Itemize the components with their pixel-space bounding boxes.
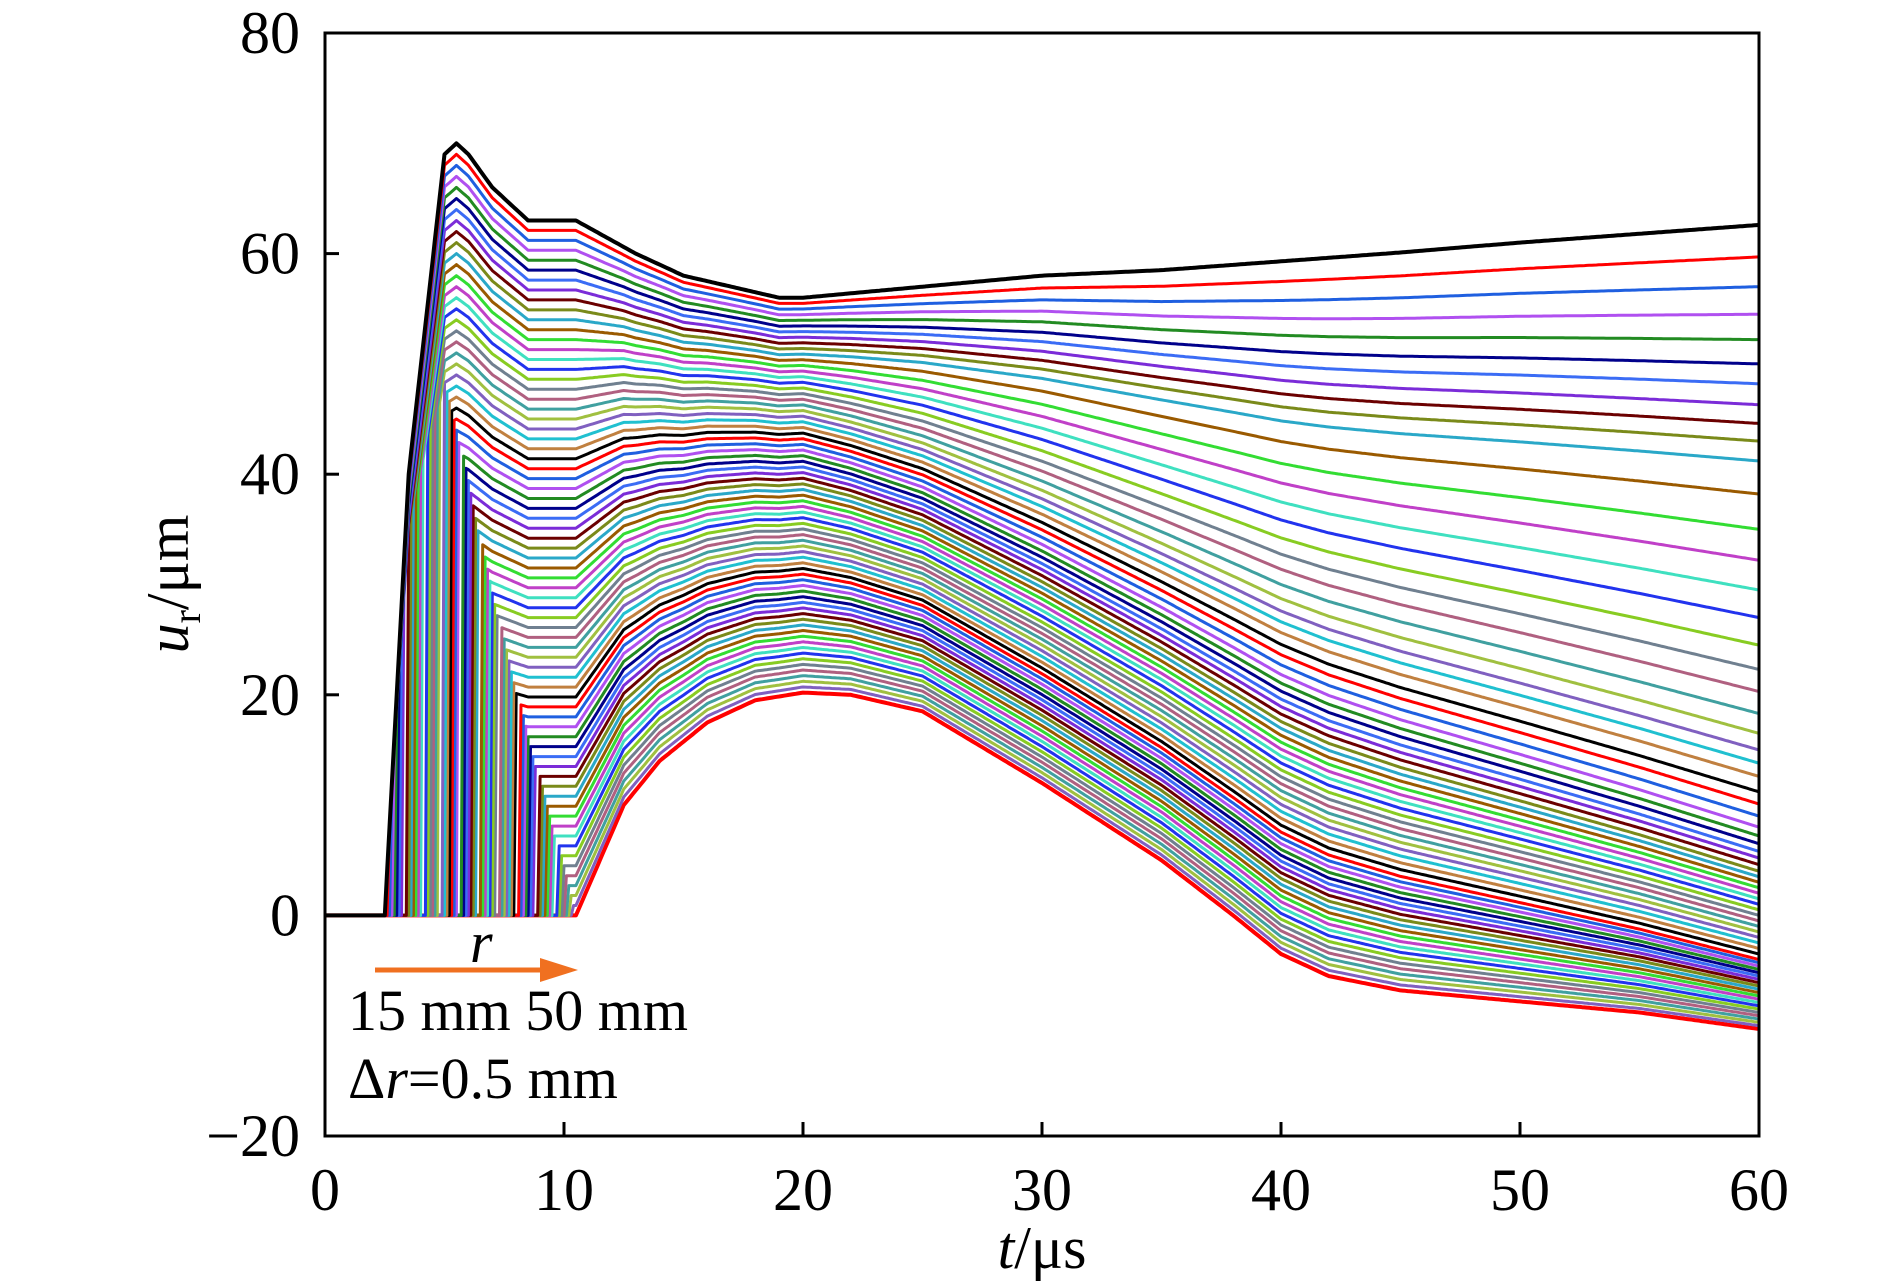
series-line-39 <box>325 510 1760 917</box>
series-line-33 <box>325 476 1760 917</box>
series-line-40 <box>325 516 1760 917</box>
series-line-27 <box>325 428 1760 917</box>
series-line-62 <box>325 640 1760 1001</box>
series-line-26 <box>325 417 1760 917</box>
series-line-65 <box>325 657 1760 1011</box>
series-line-3 <box>325 163 1760 917</box>
x-tick-label: 30 <box>1012 1157 1072 1223</box>
radius-range-label: 15 mm 50 mm <box>348 978 688 1043</box>
series-line-9 <box>325 230 1760 917</box>
y-tick-label: 60 <box>240 221 300 287</box>
series-line-15 <box>325 296 1760 917</box>
series-line-45 <box>325 544 1760 934</box>
plot-curves <box>325 141 1760 1031</box>
series-line-46 <box>325 550 1760 939</box>
series-line-48 <box>325 561 1760 950</box>
y-tick-label: 0 <box>270 882 300 948</box>
series-line-63 <box>325 646 1760 1004</box>
series-line-24 <box>325 395 1760 917</box>
series-line-51 <box>325 578 1760 965</box>
series-line-56 <box>325 606 1760 981</box>
series-line-11 <box>325 252 1760 917</box>
series-line-22 <box>325 373 1760 917</box>
series-line-55 <box>325 600 1760 978</box>
x-tick-label: 10 <box>534 1157 594 1223</box>
series-line-30 <box>325 459 1760 917</box>
series-line-23 <box>325 384 1760 917</box>
series-line-47 <box>325 555 1760 945</box>
series-line-21 <box>325 362 1760 917</box>
series-line-67 <box>325 668 1760 1018</box>
series-line-35 <box>325 488 1760 917</box>
series-line-31 <box>325 465 1760 917</box>
series-line-37 <box>325 499 1760 917</box>
series-line-38 <box>325 504 1760 917</box>
series-line-60 <box>325 629 1760 995</box>
y-tick-label: −20 <box>206 1103 300 1169</box>
series-line-36 <box>325 493 1760 917</box>
series-line-66 <box>325 662 1760 1014</box>
radius-step-label: Δr=0.5 mm <box>348 1046 618 1111</box>
x-tick-label: 0 <box>310 1157 340 1223</box>
series-line-18 <box>325 329 1760 917</box>
series-line-12 <box>325 263 1760 917</box>
series-line-4 <box>325 174 1759 917</box>
series-line-14 <box>325 285 1760 917</box>
series-line-44 <box>325 538 1760 928</box>
series-line-28 <box>325 441 1760 917</box>
series-line-1 <box>325 141 1760 918</box>
series-line-64 <box>325 651 1760 1008</box>
series-line-54 <box>325 595 1760 975</box>
y-tick-label: 40 <box>240 441 300 507</box>
series-line-7 <box>325 208 1760 917</box>
x-axis-label: t/μs <box>998 1215 1087 1281</box>
radius-symbol: r <box>470 910 493 975</box>
series-line-43 <box>325 533 1760 923</box>
radius-arrow <box>375 958 578 982</box>
x-tick-label: 50 <box>1490 1157 1550 1223</box>
x-tick-label: 40 <box>1251 1157 1311 1223</box>
series-line-34 <box>325 482 1760 917</box>
series-line-2 <box>325 152 1760 917</box>
series-line-5 <box>325 185 1759 917</box>
series-line-8 <box>325 219 1760 917</box>
series-line-59 <box>325 623 1760 991</box>
series-line-61 <box>325 634 1760 998</box>
series-line-25 <box>325 406 1760 917</box>
series-line-29 <box>325 453 1760 917</box>
series-line-53 <box>325 589 1760 971</box>
series-line-19 <box>325 340 1760 917</box>
series-line-50 <box>325 572 1760 961</box>
series-line-17 <box>325 318 1760 917</box>
series-line-10 <box>325 241 1760 917</box>
y-axis-label: ur/μm <box>135 515 209 654</box>
series-line-58 <box>325 617 1760 988</box>
series-line-52 <box>325 583 1760 968</box>
series-line-42 <box>325 527 1760 917</box>
series-line-49 <box>325 567 1760 956</box>
series-line-16 <box>325 307 1760 917</box>
series-line-6 <box>325 197 1760 917</box>
series-line-41 <box>325 521 1760 917</box>
svg-text:ur/μm: ur/μm <box>135 515 209 654</box>
series-line-20 <box>325 351 1760 917</box>
series-line-32 <box>325 471 1760 917</box>
series-line-13 <box>325 274 1760 917</box>
x-tick-label: 60 <box>1729 1157 1789 1223</box>
x-tick-label: 20 <box>773 1157 833 1223</box>
y-tick-label: 80 <box>240 0 300 66</box>
y-tick-label: 20 <box>240 662 300 728</box>
series-line-57 <box>325 612 1760 985</box>
